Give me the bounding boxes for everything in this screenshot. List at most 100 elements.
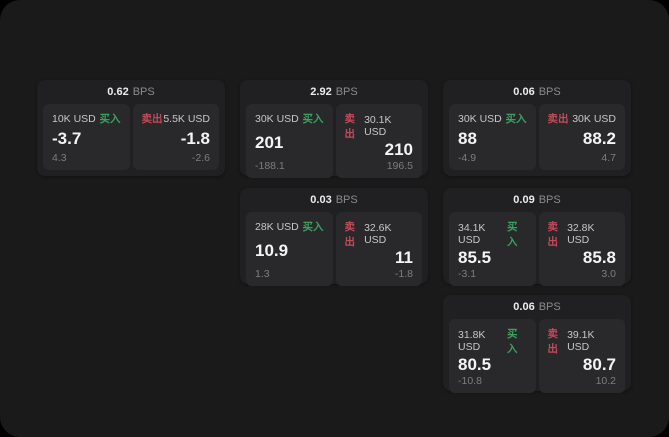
sell-toprow: 卖出 39.1K USD	[548, 326, 617, 356]
buy-toprow: 30K USD 买入	[458, 111, 527, 126]
buy-change: -10.8	[458, 374, 482, 387]
quote-card: 2.92 BPS 30K USD 买入 201 -188.1 卖出 30.1K …	[240, 80, 428, 178]
sell-tag: 卖出	[547, 113, 569, 125]
sell-tag: 卖出	[547, 328, 559, 355]
sell-amount: 39.1K USD	[567, 329, 595, 353]
sell-amount: 30.1K USD	[364, 114, 392, 138]
buy-toprow: 28K USD 买入	[255, 219, 324, 234]
bps-unit: BPS	[538, 194, 561, 206]
sell-panel[interactable]: 卖出 5.5K USD -1.8 -2.6	[132, 104, 219, 170]
sell-tag: 卖出	[141, 113, 163, 125]
buy-amount: 34.1K USD	[458, 222, 486, 246]
sell-panel[interactable]: 卖出 30K USD 88.2 4.7	[538, 104, 625, 170]
quote-card: 0.06 BPS 30K USD 买入 88 -4.9 卖出 30K USD 8…	[443, 80, 631, 176]
card-header: 2.92 BPS	[240, 80, 428, 104]
buy-panel[interactable]: 30K USD 买入 201 -188.1	[246, 104, 333, 178]
sell-tag: 卖出	[344, 113, 356, 140]
quote-card: 0.09 BPS 34.1K USD 买入 85.5 -3.1 卖出 32.8K…	[443, 188, 631, 286]
buy-tag: 买入	[506, 221, 518, 248]
buy-amount: 30K USD	[255, 112, 299, 125]
sell-change: 3.0	[601, 267, 616, 280]
buy-price: 88	[458, 128, 477, 148]
quote-panels: 34.1K USD 买入 85.5 -3.1 卖出 32.8K USD 85.8…	[443, 212, 631, 292]
quote-panels: 31.8K USD 买入 80.5 -10.8 卖出 39.1K USD 80.…	[443, 319, 631, 399]
quote-panels: 30K USD 买入 88 -4.9 卖出 30K USD 88.2 4.7	[443, 104, 631, 176]
sell-price: 11	[395, 248, 413, 267]
quote-panels: 10K USD 买入 -3.7 4.3 卖出 5.5K USD -1.8 -2.…	[37, 104, 225, 176]
buy-toprow: 34.1K USD 买入	[458, 219, 527, 249]
buy-price: -3.7	[52, 128, 82, 148]
card-header: 0.09 BPS	[443, 188, 631, 212]
buy-toprow: 31.8K USD 买入	[458, 326, 527, 356]
quote-card: 0.03 BPS 28K USD 买入 10.9 1.3 卖出 32.6K US…	[240, 188, 428, 286]
bps-value: 0.06	[513, 301, 535, 313]
sell-price: -1.8	[180, 128, 210, 148]
buy-panel[interactable]: 34.1K USD 买入 85.5 -3.1	[449, 212, 536, 286]
quote-panels: 30K USD 买入 201 -188.1 卖出 30.1K USD 210 1…	[240, 104, 428, 184]
sell-panel[interactable]: 卖出 30.1K USD 210 196.5	[335, 104, 422, 178]
sell-price: 88.2	[582, 128, 616, 148]
buy-amount: 10K USD	[52, 112, 96, 125]
card-header: 0.06 BPS	[443, 80, 631, 104]
sell-change: 4.7	[601, 152, 616, 164]
buy-tag: 买入	[302, 113, 324, 125]
bps-unit: BPS	[132, 86, 155, 98]
sell-change: -2.6	[191, 152, 210, 164]
bps-value: 0.03	[310, 194, 332, 206]
buy-amount: 30K USD	[458, 112, 502, 125]
card-header: 0.03 BPS	[240, 188, 428, 212]
sell-toprow: 卖出 32.8K USD	[548, 219, 617, 249]
buy-change: 4.3	[52, 152, 67, 164]
buy-toprow: 10K USD 买入	[52, 111, 121, 126]
sell-panel[interactable]: 卖出 32.6K USD 11 -1.8	[335, 212, 422, 286]
buy-change: -4.9	[458, 152, 477, 164]
sell-change: -1.8	[394, 267, 413, 280]
buy-price: 10.9	[255, 240, 289, 260]
sell-amount: 32.6K USD	[364, 222, 392, 246]
buy-panel[interactable]: 10K USD 买入 -3.7 4.3	[43, 104, 130, 170]
sell-panel[interactable]: 卖出 32.8K USD 85.8 3.0	[538, 212, 625, 286]
sell-tag: 卖出	[547, 221, 559, 248]
sell-price: 210	[384, 140, 413, 159]
buy-panel[interactable]: 31.8K USD 买入 80.5 -10.8	[449, 319, 536, 393]
buy-change: 1.3	[255, 267, 270, 280]
sell-toprow: 卖出 30.1K USD	[345, 111, 414, 141]
sell-toprow: 卖出 5.5K USD	[142, 111, 211, 126]
sell-amount: 30K USD	[572, 112, 616, 125]
quote-card: 0.62 BPS 10K USD 买入 -3.7 4.3 卖出 5.5K USD…	[37, 80, 225, 176]
bps-value: 0.06	[513, 86, 535, 98]
buy-amount: 31.8K USD	[458, 329, 486, 353]
sell-price: 85.8	[582, 248, 616, 267]
quote-panels: 28K USD 买入 10.9 1.3 卖出 32.6K USD 11 -1.8	[240, 212, 428, 292]
quote-card: 0.06 BPS 31.8K USD 买入 80.5 -10.8 卖出 39.1…	[443, 295, 631, 393]
buy-price: 201	[255, 132, 284, 152]
sell-toprow: 卖出 30K USD	[548, 111, 617, 126]
sell-change: 196.5	[386, 159, 413, 172]
bps-unit: BPS	[538, 86, 561, 98]
buy-amount: 28K USD	[255, 220, 299, 233]
sell-amount: 32.8K USD	[567, 222, 595, 246]
bps-value: 0.09	[513, 194, 535, 206]
sell-amount: 5.5K USD	[163, 112, 210, 125]
bps-value: 2.92	[310, 86, 332, 98]
sell-price: 80.7	[582, 355, 616, 374]
bps-value: 0.62	[107, 86, 129, 98]
card-header: 0.62 BPS	[37, 80, 225, 104]
bps-unit: BPS	[538, 301, 561, 313]
buy-tag: 买入	[506, 328, 518, 355]
buy-panel[interactable]: 28K USD 买入 10.9 1.3	[246, 212, 333, 286]
sell-change: 10.2	[595, 374, 616, 387]
buy-tag: 买入	[505, 113, 527, 125]
sell-tag: 卖出	[344, 221, 356, 248]
buy-panel[interactable]: 30K USD 买入 88 -4.9	[449, 104, 536, 170]
buy-price: 80.5	[458, 355, 492, 374]
buy-toprow: 30K USD 买入	[255, 111, 324, 126]
buy-tag: 买入	[302, 221, 324, 233]
sell-panel[interactable]: 卖出 39.1K USD 80.7 10.2	[538, 319, 625, 393]
buy-tag: 买入	[99, 113, 121, 125]
bps-unit: BPS	[335, 86, 358, 98]
buy-change: -188.1	[255, 159, 285, 172]
sell-toprow: 卖出 32.6K USD	[345, 219, 414, 249]
buy-price: 85.5	[458, 248, 492, 267]
